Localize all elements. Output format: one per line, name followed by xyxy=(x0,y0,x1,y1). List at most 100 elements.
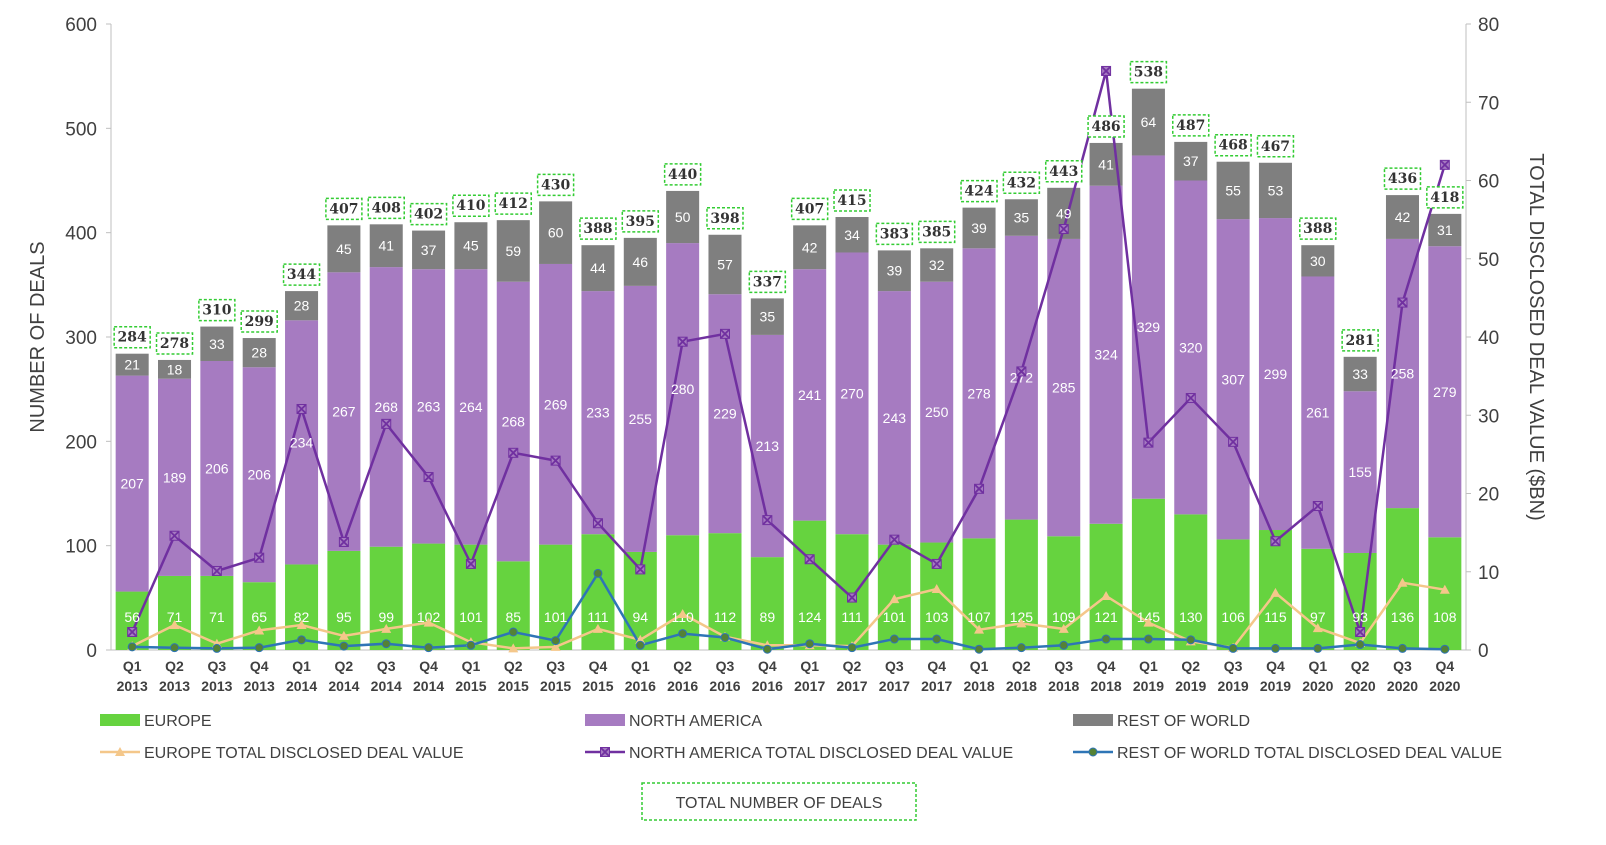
bar-segment-north-america xyxy=(200,360,234,576)
bar-segment-north-america xyxy=(1385,238,1419,509)
europe-value-marker xyxy=(254,625,265,635)
bar-value-label: 241 xyxy=(798,387,822,403)
bar-segment-europe xyxy=(158,575,192,650)
north-america-value-marker xyxy=(1016,366,1027,377)
total-deals-label: 344 xyxy=(287,267,316,283)
left-tick-label: 300 xyxy=(65,328,97,349)
x-tick-quarter: Q1 xyxy=(123,658,142,674)
x-tick-year: 2019 xyxy=(1260,678,1291,694)
total-deals-label: 398 xyxy=(710,211,739,227)
bar-value-label: 41 xyxy=(378,238,394,254)
bar-segment-europe xyxy=(1089,523,1123,650)
total-label-box xyxy=(748,270,787,294)
bar-segment-north-america xyxy=(1343,391,1377,553)
x-tick-year: 2020 xyxy=(1302,678,1333,694)
bar-segment-rest-of-world xyxy=(1301,245,1335,277)
x-tick-year: 2016 xyxy=(625,678,656,694)
total-deals-label: 432 xyxy=(1007,175,1036,191)
bar-segment-north-america xyxy=(1047,238,1081,537)
x-tick-year: 2019 xyxy=(1133,678,1164,694)
total-label-box xyxy=(1172,114,1210,137)
bar-segment-europe xyxy=(1174,514,1208,650)
bar-value-label: 18 xyxy=(167,361,183,377)
bar-segment-rest-of-world xyxy=(1258,162,1292,219)
bar-value-label: 44 xyxy=(590,260,606,276)
bar-value-label: 35 xyxy=(1014,210,1030,226)
x-tick-year: 2016 xyxy=(752,678,783,694)
bar-value-label: 28 xyxy=(294,298,310,314)
europe-value-marker xyxy=(381,623,392,633)
bar-value-label: 269 xyxy=(544,396,568,412)
bar-value-label: 229 xyxy=(713,406,737,422)
rest-of-world-value-marker xyxy=(1313,643,1323,653)
total-deals-label: 388 xyxy=(583,221,612,237)
rest-of-world-value-marker xyxy=(551,636,561,646)
x-tick-quarter: Q3 xyxy=(546,658,565,674)
total-deals-label: 337 xyxy=(753,274,782,290)
x-tick-year: 2014 xyxy=(286,678,317,694)
bar-value-label: 136 xyxy=(1391,609,1415,625)
bar-segment-north-america xyxy=(920,281,954,543)
bar-value-label: 270 xyxy=(840,385,864,401)
north-america-value-marker xyxy=(381,419,391,429)
left-tick-label: 600 xyxy=(65,15,97,36)
x-tick-quarter: Q2 xyxy=(335,658,354,674)
europe-value-marker xyxy=(296,619,307,629)
bar-segment-north-america xyxy=(158,378,192,576)
bar-value-label: 99 xyxy=(378,609,394,625)
europe-value-marker xyxy=(592,623,603,633)
europe-value-marker xyxy=(889,594,900,604)
bar-segment-rest-of-world xyxy=(115,353,149,376)
bar-segment-rest-of-world xyxy=(1004,199,1038,236)
bar-segment-rest-of-world xyxy=(285,291,319,321)
x-tick-year: 2020 xyxy=(1429,678,1460,694)
bar-value-label: 155 xyxy=(1348,464,1372,480)
x-tick-quarter: Q4 xyxy=(1097,658,1116,674)
bar-segment-rest-of-world xyxy=(920,248,954,282)
total-label-box xyxy=(367,196,405,220)
x-tick-quarter: Q1 xyxy=(1308,658,1327,674)
bar-value-label: 65 xyxy=(251,609,267,625)
rest-of-world-value-marker xyxy=(127,642,137,652)
right-tick-label: 70 xyxy=(1478,93,1499,114)
bar-value-label: 115 xyxy=(1264,609,1287,625)
bar-value-label: 71 xyxy=(209,609,225,625)
north-america-value-marker xyxy=(127,627,137,637)
bar-segment-rest-of-world xyxy=(327,225,361,273)
bar-value-label: 272 xyxy=(1010,370,1034,386)
bar-segment-north-america xyxy=(1428,246,1462,538)
europe-value-marker xyxy=(508,643,519,653)
bar-segment-rest-of-world xyxy=(877,250,911,292)
total-label-box xyxy=(452,194,490,217)
bar-value-label: 264 xyxy=(459,399,483,415)
bar-value-label: 250 xyxy=(925,404,949,420)
north-america-value-marker xyxy=(1355,627,1365,637)
bar-value-label: 21 xyxy=(124,357,140,373)
bar-value-label: 101 xyxy=(459,609,483,625)
rest-of-world-value-marker xyxy=(1016,643,1026,653)
legend-label: REST OF WORLD xyxy=(1117,713,1250,730)
bar-segment-europe xyxy=(1047,536,1081,650)
north-america-value-marker xyxy=(678,337,688,347)
right-tick-label: 50 xyxy=(1478,250,1499,271)
bar-value-label: 85 xyxy=(505,609,521,625)
x-tick-quarter: Q1 xyxy=(631,658,650,674)
north-america-value-marker xyxy=(1313,501,1323,511)
bar-segment-rest-of-world xyxy=(200,326,234,361)
x-tick-year: 2018 xyxy=(1006,678,1037,694)
bar-value-label: 111 xyxy=(587,609,608,625)
right-tick-label: 10 xyxy=(1478,563,1499,584)
total-deals-label: 436 xyxy=(1388,171,1417,187)
north-america-value-marker xyxy=(550,455,561,466)
bar-value-label: 53 xyxy=(1268,182,1284,198)
bar-segment-europe xyxy=(793,520,827,650)
x-tick-quarter: Q4 xyxy=(1435,658,1454,674)
x-tick-quarter: Q2 xyxy=(1181,658,1200,674)
bar-segment-europe xyxy=(369,546,403,650)
right-tick-label: 80 xyxy=(1478,15,1499,36)
bar-segment-north-america xyxy=(115,375,149,592)
x-tick-quarter: Q4 xyxy=(1266,658,1285,674)
bar-value-label: 33 xyxy=(1352,366,1368,382)
rest-of-world-value-marker xyxy=(254,643,264,653)
north-america-value-marker xyxy=(593,518,603,528)
